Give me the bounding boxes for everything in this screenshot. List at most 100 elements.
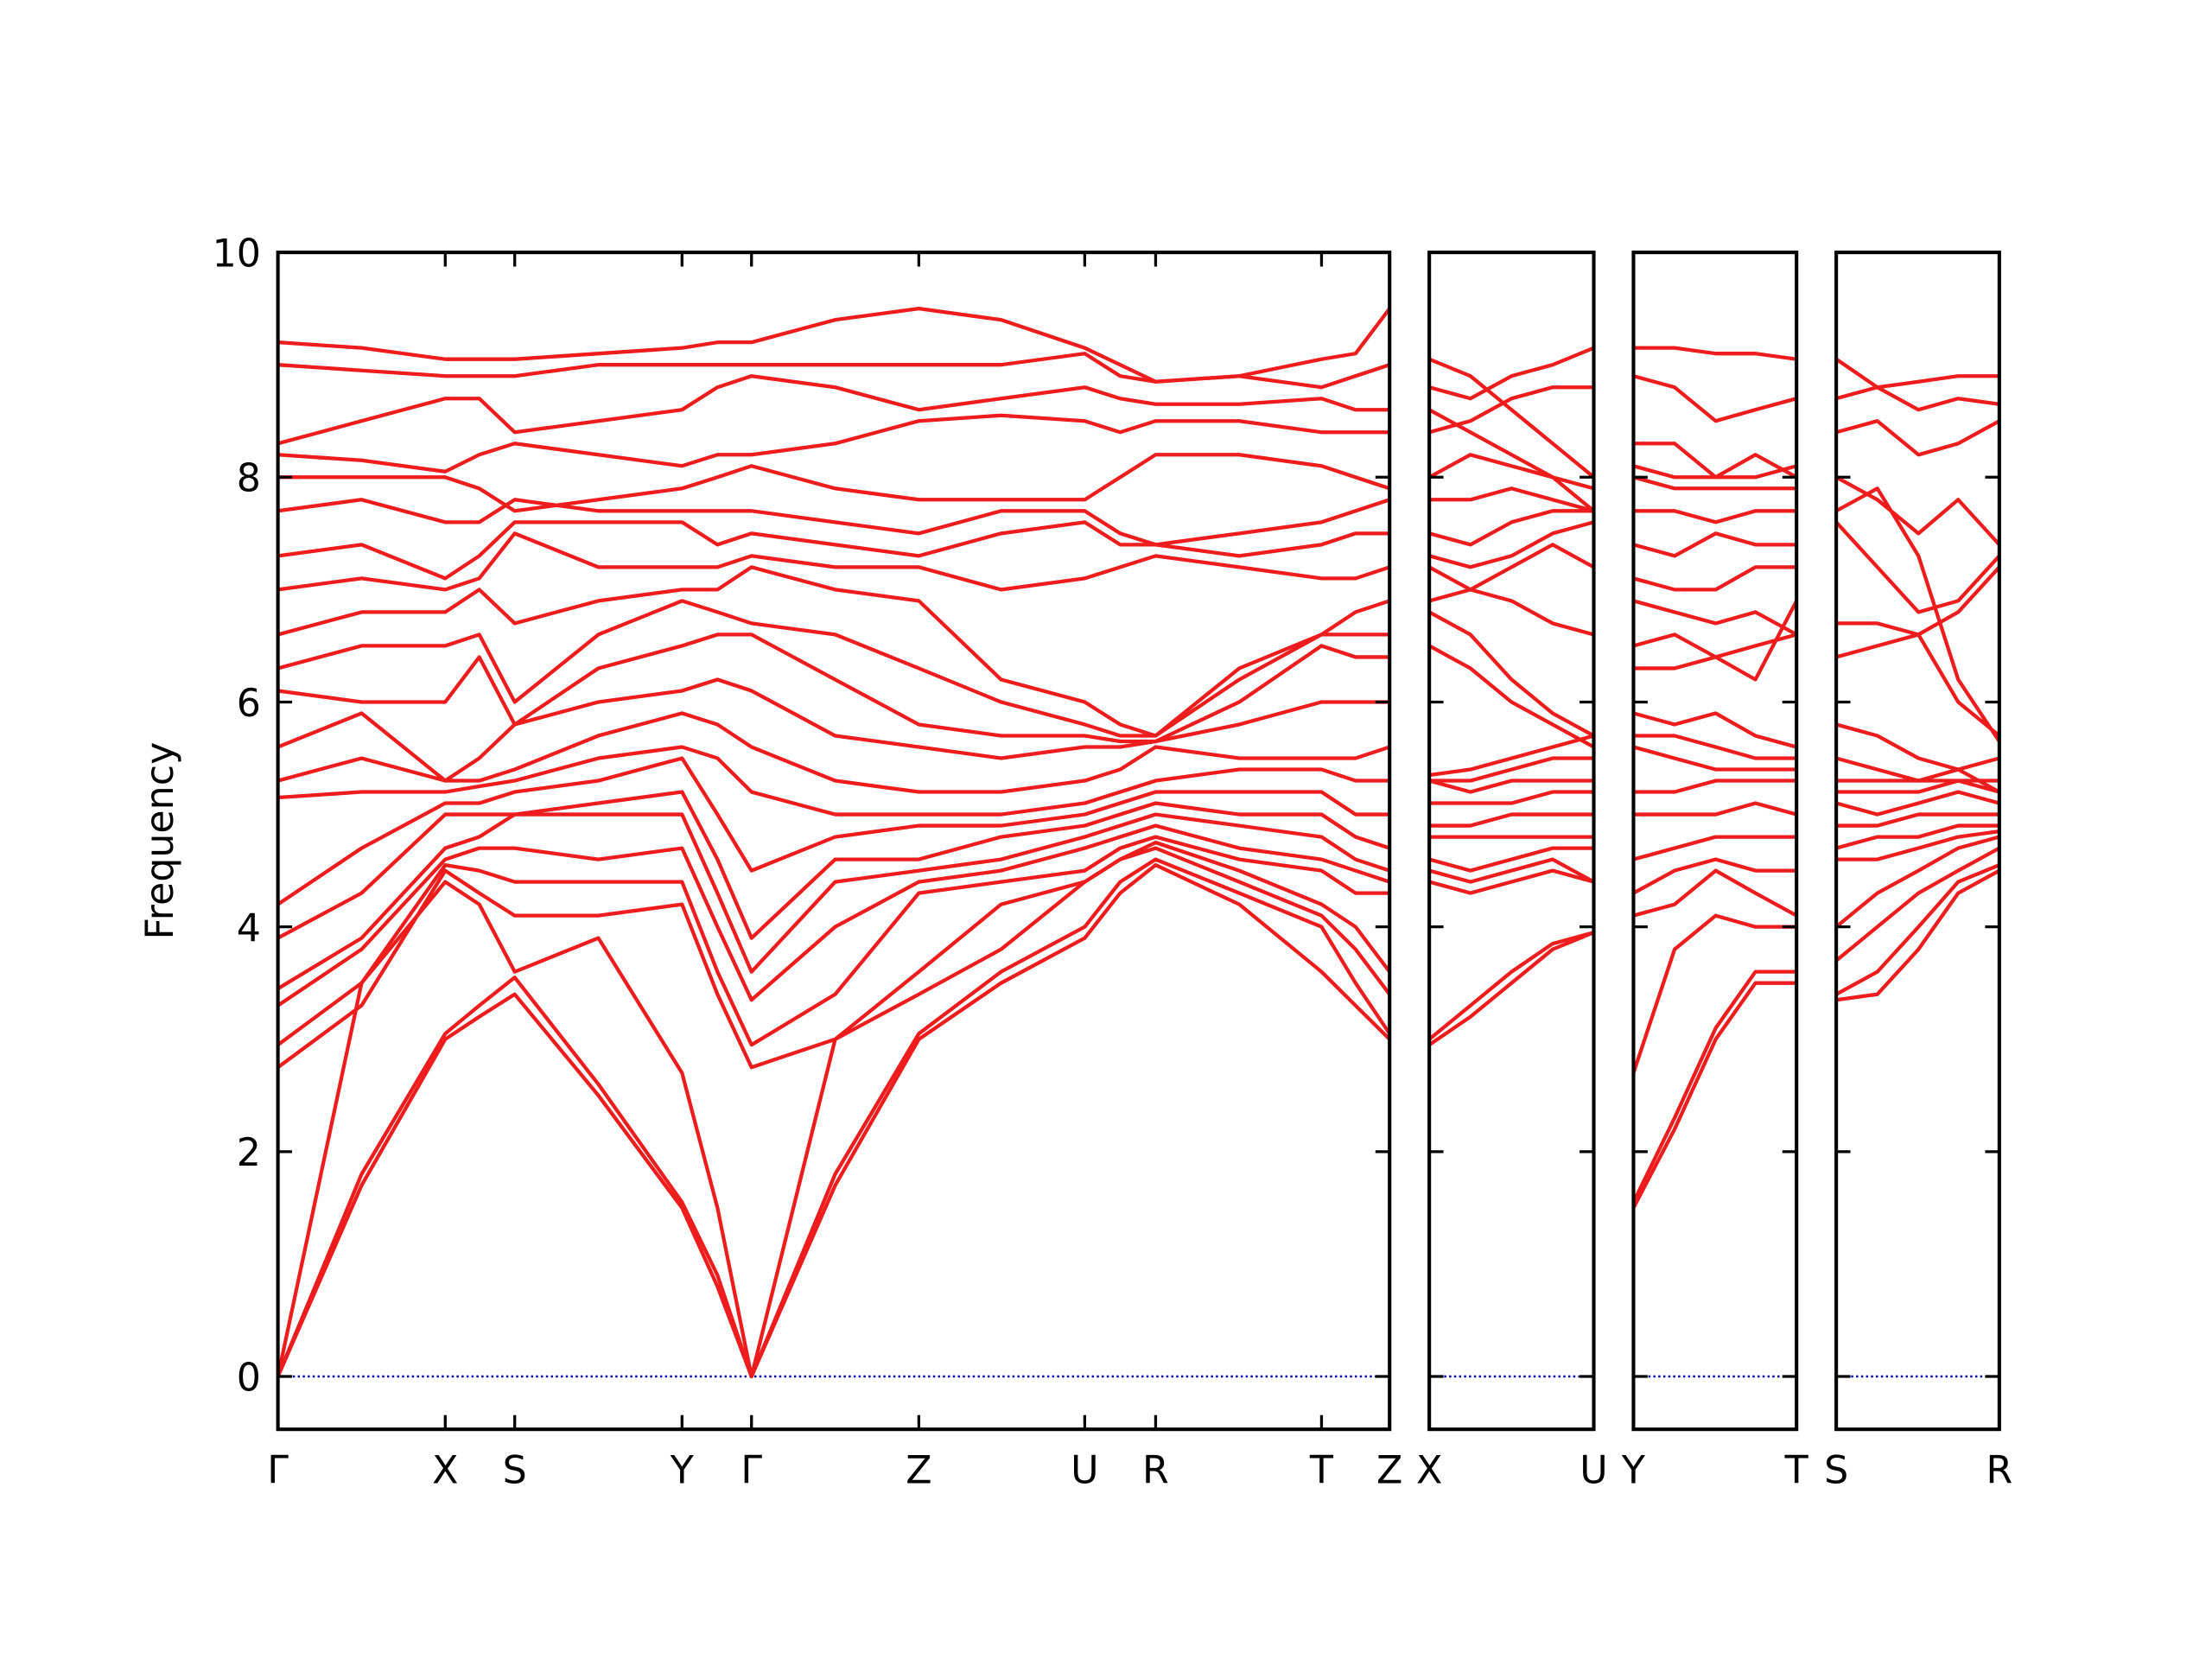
- band-line: [1429, 790, 1594, 805]
- band-line: [1836, 475, 1999, 546]
- bands: [277, 307, 1390, 1379]
- x-tick-label: R: [1986, 1449, 2012, 1493]
- x-tick-label: Z: [906, 1449, 931, 1493]
- x-tick-label: U: [1580, 1449, 1607, 1493]
- band-line: [1633, 857, 1797, 895]
- x-tick-label: R: [1142, 1449, 1169, 1493]
- y-tick-label: 6: [237, 682, 261, 726]
- band-line: [1633, 374, 1797, 423]
- band-line: [277, 823, 1390, 1007]
- band-line: [1429, 408, 1594, 491]
- band-line: [1429, 543, 1594, 592]
- bands: [1633, 346, 1797, 1209]
- band-line: [1633, 801, 1797, 817]
- band-line: [1633, 600, 1797, 682]
- band-line: [1429, 610, 1594, 738]
- band-line: [1836, 357, 1999, 390]
- band-line: [1633, 779, 1797, 794]
- band-line: [277, 531, 1390, 592]
- band-line: [277, 790, 1390, 940]
- band-line: [1633, 475, 1797, 491]
- x-tick-label: Y: [1621, 1449, 1646, 1493]
- band-line: [1429, 857, 1594, 884]
- band-line: [1836, 790, 1999, 817]
- band-line: [277, 711, 1390, 794]
- band-line: [1429, 644, 1594, 749]
- bands: [1836, 357, 1999, 1002]
- axes-frame: [1631, 251, 1799, 1432]
- band-line: [1836, 756, 1999, 783]
- band-line: [1836, 419, 1999, 457]
- band-line: [1429, 357, 1594, 479]
- x-tick-label: Z: [1376, 1449, 1402, 1493]
- band-line: [1429, 868, 1594, 895]
- band-line: [277, 745, 1390, 817]
- axes-frame: [276, 251, 1392, 1432]
- band-line: [277, 862, 1390, 1379]
- band-line: [277, 453, 1390, 513]
- band-line: [1429, 846, 1594, 873]
- x-tick-label: S: [503, 1449, 527, 1493]
- band-line: [1429, 588, 1594, 637]
- band-line: [277, 565, 1390, 738]
- band-line: [1836, 486, 1999, 743]
- band-line: [1633, 868, 1797, 918]
- band-line: [1633, 442, 1797, 480]
- band-line: [1836, 779, 1999, 794]
- band-line: [1429, 931, 1594, 1047]
- y-tick-label: 0: [237, 1356, 261, 1400]
- band-line: [277, 374, 1390, 446]
- band-line: [1633, 745, 1797, 772]
- y-axis-label: Frequency: [138, 742, 182, 940]
- band-line: [277, 599, 1390, 738]
- x-tick-label: Γ: [741, 1449, 762, 1493]
- band-line: [1429, 520, 1594, 569]
- band-line: [1429, 812, 1594, 828]
- band-line: [1633, 599, 1797, 637]
- band-line: [277, 307, 1390, 384]
- band-line: [1633, 734, 1797, 760]
- band-line: [1836, 722, 1999, 772]
- x-tick-label: T: [1309, 1449, 1334, 1493]
- x-tick-label: S: [1824, 1449, 1848, 1493]
- band-line: [1836, 835, 1999, 929]
- bands: [1429, 346, 1594, 1047]
- band-line: [1836, 621, 1999, 738]
- band-line: [1633, 531, 1797, 558]
- band-line: [1836, 863, 1999, 996]
- band-line: [277, 857, 1390, 1379]
- band-line: [1836, 868, 1999, 1002]
- x-tick-label: X: [432, 1449, 458, 1493]
- x-tick-label: X: [1416, 1449, 1442, 1493]
- band-line: [1633, 509, 1797, 524]
- band-line: [1836, 823, 1999, 850]
- band-line: [1633, 346, 1797, 361]
- band-line: [1429, 509, 1594, 547]
- band-line: [1429, 346, 1594, 401]
- axes-frame: [1834, 251, 2001, 1432]
- axes-frame: [1427, 251, 1596, 1432]
- band-line: [277, 520, 1390, 581]
- y-tick-label: 8: [237, 457, 261, 501]
- band-line: [1836, 385, 1999, 412]
- x-tick-label: Γ: [267, 1449, 289, 1493]
- band-line: [1429, 756, 1594, 783]
- x-tick-label: Y: [670, 1449, 695, 1493]
- band-line: [1633, 565, 1797, 592]
- band-line: [1429, 486, 1594, 513]
- band-line: [277, 812, 1390, 991]
- x-tick-label: T: [1784, 1449, 1809, 1493]
- band-line: [1429, 779, 1594, 794]
- band-line: [1429, 734, 1594, 778]
- y-tick-label: 10: [213, 232, 261, 276]
- band-line: [1836, 846, 1999, 963]
- band-line: [277, 632, 1390, 744]
- band-line: [277, 835, 1390, 1047]
- y-tick-label: 2: [237, 1131, 261, 1175]
- band-line: [277, 498, 1390, 547]
- band-line: [1836, 829, 1999, 861]
- band-line: [1633, 711, 1797, 749]
- band-line: [1633, 969, 1797, 1204]
- band-line: [1633, 981, 1797, 1209]
